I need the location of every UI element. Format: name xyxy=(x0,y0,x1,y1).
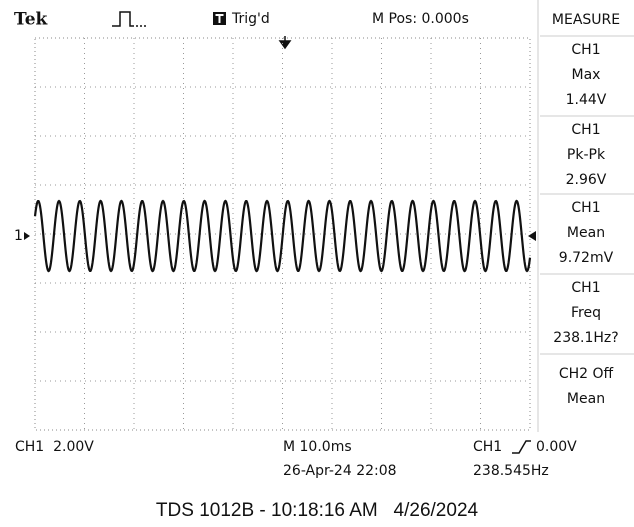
measure-label: Mean xyxy=(567,225,605,241)
measure-source: CH1 xyxy=(571,200,600,216)
brand: Tek xyxy=(14,10,49,30)
channel-marker: 1 xyxy=(14,228,23,244)
trigger-source: CH1 xyxy=(473,439,502,455)
measure-value: 2.96V xyxy=(566,172,607,188)
measure-value: 238.1Hz? xyxy=(553,330,618,346)
ch1-scale: CH1 2.00V xyxy=(15,439,94,455)
trigger-level: 0.00V xyxy=(536,439,577,455)
measure-source: CH1 xyxy=(571,280,600,296)
measure-label: Max xyxy=(572,67,601,83)
measure-source: CH1 xyxy=(571,122,600,138)
scope-screen: Tek Trig'd M Pos: 0.000s 1 MEASURE CH1 Ma… xyxy=(0,0,634,523)
measure-title: MEASURE xyxy=(552,12,620,28)
measure-label: Pk-Pk xyxy=(567,147,606,163)
trigger-status: Trig'd xyxy=(231,11,270,27)
measure-label: Freq xyxy=(571,305,601,321)
datetime: 26-Apr-24 22:08 xyxy=(283,463,397,479)
position: M Pos: 0.000s xyxy=(372,11,469,27)
measure-label: Mean xyxy=(567,391,605,407)
measure-value: 1.44V xyxy=(566,92,607,108)
footer: TDS 1012B - 10:18:16 AM 4/26/2024 xyxy=(156,500,479,521)
measure-source: CH2 Off xyxy=(559,366,614,382)
measure-value: 9.72mV xyxy=(559,250,614,266)
frequency: 238.545Hz xyxy=(473,463,549,479)
measure-source: CH1 xyxy=(571,42,600,58)
timebase: M 10.0ms xyxy=(283,439,352,455)
